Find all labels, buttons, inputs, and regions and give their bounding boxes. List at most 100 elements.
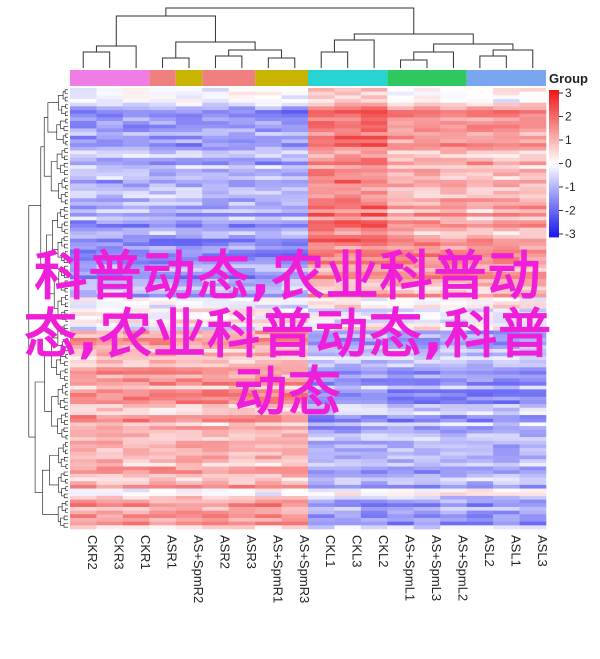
heatmap-cell: [413, 264, 441, 269]
heatmap-cell: [466, 121, 494, 126]
heatmap-cell: [175, 235, 203, 239]
heatmap-cell: [413, 455, 441, 460]
heatmap-cell: [96, 198, 124, 203]
heatmap-cell: [493, 477, 520, 482]
heatmap-cell: [440, 102, 467, 107]
heatmap-cell: [413, 95, 441, 100]
heatmap-cell: [519, 382, 547, 386]
heatmap-cell: [122, 459, 150, 464]
heatmap-cell: [519, 363, 547, 368]
heatmap-cell: [387, 484, 415, 489]
heatmap-cell: [440, 385, 467, 390]
heatmap-cell: [466, 279, 494, 284]
colorbar-step: [549, 234, 559, 238]
heatmap-cell: [519, 146, 547, 151]
heatmap-cell: [228, 249, 256, 254]
heatmap-cell: [149, 150, 177, 155]
heatmap-cell: [255, 88, 282, 92]
heatmap-cell: [149, 396, 177, 401]
heatmap-cell: [493, 455, 520, 460]
heatmap-cell: [466, 337, 494, 342]
heatmap-cell: [493, 161, 520, 166]
heatmap-cell: [122, 286, 150, 291]
heatmap-cell: [360, 279, 388, 284]
heatmap-cell: [387, 400, 415, 405]
heatmap-cell: [202, 165, 229, 170]
heatmap-cell: [281, 176, 309, 181]
heatmap-cell: [440, 374, 467, 379]
group-annotation-bar: [70, 70, 546, 86]
heatmap-cell: [228, 370, 256, 375]
heatmap-cell: [96, 363, 124, 368]
heatmap-cell: [413, 389, 441, 394]
heatmap-cell: [360, 157, 388, 162]
heatmap-cell: [149, 323, 177, 328]
heatmap-cell: [493, 334, 520, 339]
heatmap-cell: [519, 216, 547, 221]
heatmap-cell: [334, 297, 362, 302]
heatmap-cell: [360, 183, 388, 188]
heatmap-cell: [122, 440, 150, 445]
heatmap-cell: [202, 326, 229, 331]
heatmap-cell: [519, 176, 547, 181]
heatmap-cell: [413, 246, 441, 250]
heatmap-cell: [493, 264, 520, 269]
heatmap-cell: [281, 352, 309, 357]
heatmap-cell: [96, 139, 124, 144]
heatmap-cell: [387, 110, 415, 115]
heatmap-cell: [387, 187, 415, 192]
heatmap-cell: [360, 249, 388, 254]
heatmap-cell: [440, 393, 467, 397]
heatmap-cell: [308, 525, 335, 530]
heatmap-cell: [202, 187, 229, 192]
heatmap-cell: [175, 183, 203, 188]
heatmap-cell: [70, 506, 97, 511]
heatmap-cell: [255, 223, 282, 228]
heatmap-cell: [493, 363, 520, 368]
column-label: AS+SpmR1: [270, 535, 285, 603]
heatmap-cell: [70, 102, 97, 107]
heatmap-cell: [493, 253, 520, 258]
heatmap-cell: [466, 385, 494, 390]
heatmap-cell: [387, 113, 415, 118]
heatmap-cell: [255, 212, 282, 217]
heatmap-cell: [519, 341, 547, 346]
heatmap-cell: [122, 91, 150, 96]
heatmap-cell: [413, 132, 441, 137]
heatmap-cell: [440, 433, 467, 438]
heatmap-cell: [281, 290, 309, 295]
heatmap-cell: [334, 488, 362, 493]
heatmap-cell: [440, 154, 467, 159]
heatmap-cell: [308, 345, 335, 350]
heatmap-cell: [308, 448, 335, 453]
heatmap-cell: [202, 301, 229, 306]
heatmap-cell: [493, 459, 520, 464]
heatmap-cell: [413, 407, 441, 412]
heatmap-cell: [70, 238, 97, 243]
heatmap-cell: [96, 370, 124, 375]
heatmap-cell: [334, 407, 362, 412]
heatmap-cell: [440, 503, 467, 508]
heatmap-cell: [202, 264, 229, 269]
heatmap-cell: [149, 503, 177, 508]
heatmap-cell: [519, 91, 547, 96]
heatmap-cell: [70, 315, 97, 320]
heatmap-cell: [96, 246, 124, 250]
heatmap-cell: [519, 451, 547, 456]
heatmap-cell: [149, 411, 177, 416]
heatmap-cell: [122, 396, 150, 401]
heatmap-cell: [175, 418, 203, 423]
heatmap-cell: [387, 135, 415, 140]
heatmap-cell: [334, 128, 362, 133]
heatmap-cell: [519, 179, 547, 184]
heatmap-cell: [387, 312, 415, 317]
heatmap-cell: [255, 183, 282, 188]
heatmap-cell: [149, 521, 177, 526]
heatmap-cell: [149, 455, 177, 460]
heatmap-cell: [255, 168, 282, 173]
heatmap-cell: [466, 444, 494, 449]
heatmap-cell: [255, 246, 282, 250]
heatmap-cell: [281, 367, 309, 372]
heatmap-cell: [334, 503, 362, 508]
heatmap-cell: [360, 521, 388, 526]
